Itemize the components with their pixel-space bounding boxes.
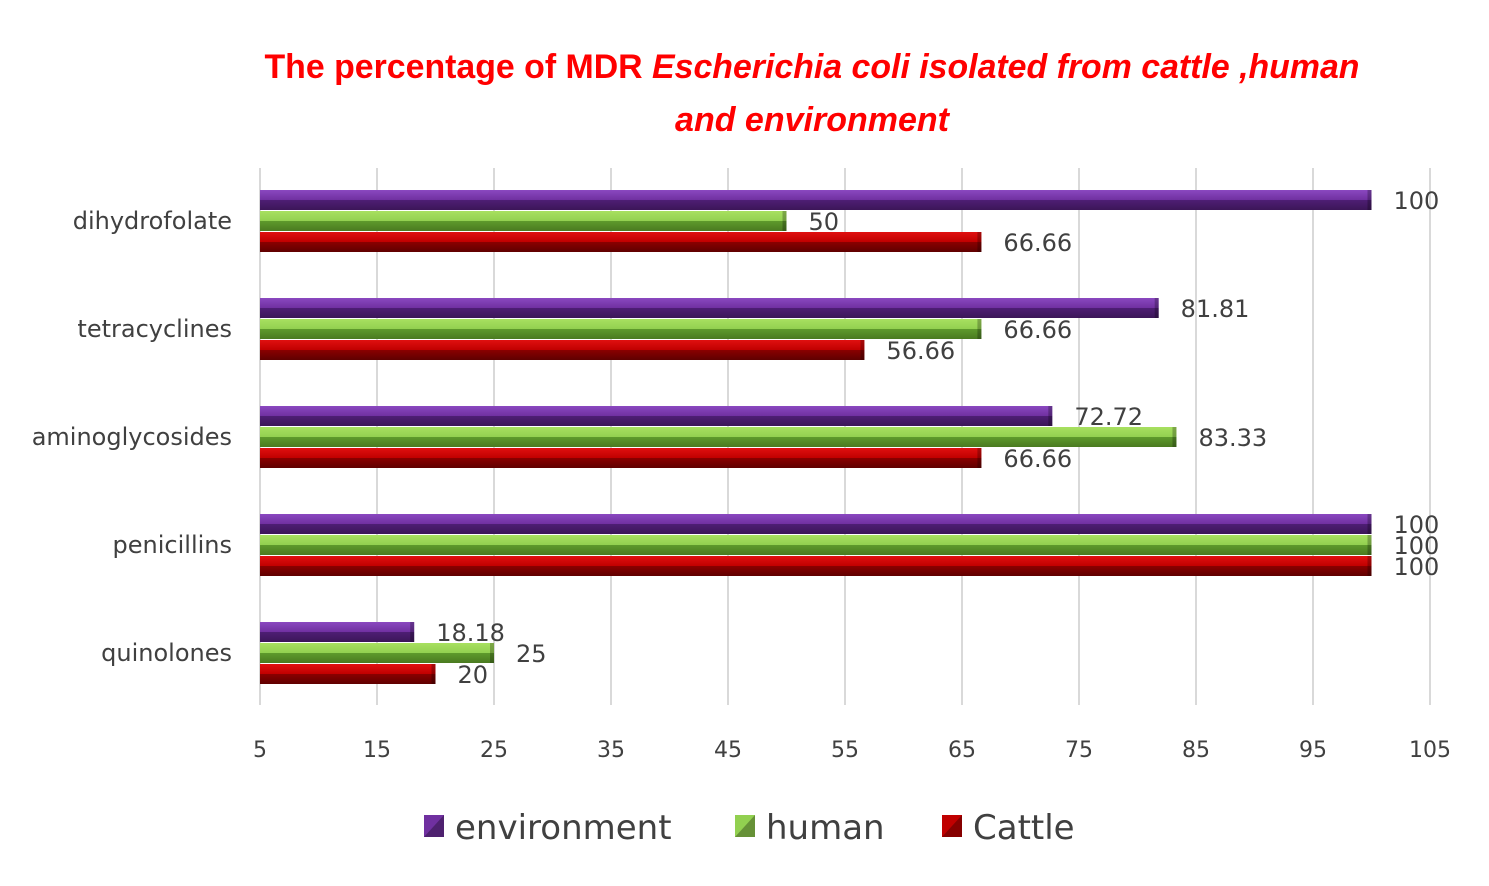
- legend-swatch-human: [735, 815, 755, 837]
- category-labels: quinolones penicillins aminoglycosides tetr…: [32, 207, 232, 667]
- legend-swatch-environment: [424, 815, 444, 837]
- x-tick-label: 105: [1409, 738, 1451, 763]
- data-label-human: 66.66: [1003, 316, 1072, 344]
- bar-edge: [1048, 406, 1053, 426]
- x-tick-label: 85: [1182, 738, 1210, 763]
- bar-cattle: [260, 232, 982, 252]
- bar-environment: [260, 622, 415, 642]
- bar-edge: [1367, 556, 1372, 576]
- legend-label-environment: environment: [455, 808, 672, 848]
- bar-environment: [260, 514, 1372, 534]
- data-label-environment: 18.18: [436, 619, 505, 647]
- bar-edge: [431, 664, 436, 684]
- data-labels: 20 100 66.66 56.66 66.66 25 100 83.33 66.66 50 18.…: [436, 187, 1439, 689]
- chart-title-plain: The percentage of MDR: [265, 48, 653, 86]
- data-label-cattle: 20: [458, 661, 489, 689]
- bar-human: [260, 319, 982, 339]
- category-label: aminoglycosides: [32, 423, 232, 451]
- x-tick-label: 25: [480, 738, 508, 763]
- data-label-cattle: 100: [1394, 553, 1440, 581]
- category-label: tetracyclines: [77, 315, 232, 343]
- bar-edge: [782, 211, 787, 231]
- legend-swatch-shade: [735, 815, 755, 837]
- category-label: quinolones: [101, 639, 232, 667]
- x-tick-label: 55: [831, 738, 859, 763]
- x-tick-label: 15: [363, 738, 391, 763]
- data-label-human: 83.33: [1198, 424, 1267, 452]
- data-label-human: 100: [1394, 532, 1440, 560]
- bar-environment: [260, 406, 1053, 426]
- bar-environment: [260, 298, 1159, 318]
- bar-human: [260, 643, 494, 663]
- data-label-human: 50: [809, 208, 840, 236]
- x-tick-label: 75: [1065, 738, 1093, 763]
- bar-edge: [860, 340, 865, 360]
- bar-cattle: [260, 340, 865, 360]
- legend-swatch-shade: [424, 815, 444, 837]
- bar-edge: [1367, 535, 1372, 555]
- legend-label-human: human: [766, 808, 885, 848]
- chart-title-italic: Escherichia coli isolated from cattle ,h…: [652, 48, 1359, 86]
- x-axis-ticks: 5 15 25 35 45 55 65 75 85 95 105: [253, 738, 1451, 763]
- data-label-environment: 100: [1394, 511, 1440, 539]
- bar-environment: [260, 190, 1372, 210]
- x-tick-label: 5: [253, 738, 267, 763]
- bar-cattle: [260, 556, 1372, 576]
- legend-swatch-shade: [942, 815, 962, 837]
- category-label: penicillins: [113, 531, 232, 559]
- bars: [260, 190, 1372, 684]
- x-tick-label: 35: [597, 738, 625, 763]
- bar-edge: [977, 319, 982, 339]
- bar-edge: [1367, 190, 1372, 210]
- legend-swatch-cattle: [942, 815, 962, 837]
- bar-edge: [977, 232, 982, 252]
- bar-cattle: [260, 448, 982, 468]
- bar-edge: [977, 448, 982, 468]
- data-label-environment: 100: [1394, 187, 1440, 215]
- bar-edge: [1154, 298, 1159, 318]
- bar-edge: [1367, 514, 1372, 534]
- bar-edge: [1172, 427, 1177, 447]
- bar-edge: [490, 643, 494, 663]
- x-tick-label: 45: [714, 738, 742, 763]
- bar-edge: [410, 622, 415, 642]
- data-label-environment: 72.72: [1074, 403, 1143, 431]
- chart-title-line-2: and environment: [675, 101, 951, 139]
- legend-label-cattle: Cattle: [973, 808, 1075, 848]
- data-label-human: 25: [516, 640, 547, 668]
- data-label-cattle: 56.66: [886, 337, 955, 365]
- category-label: dihydrofolate: [73, 207, 232, 235]
- bar-human: [260, 211, 787, 231]
- chart-title-line-1: The percentage of MDR Escherichia coli i…: [265, 48, 1360, 86]
- data-label-cattle: 66.66: [1003, 229, 1072, 257]
- x-tick-label: 65: [948, 738, 976, 763]
- bar-cattle: [260, 664, 436, 684]
- legend: environment human Cattle: [424, 808, 1075, 848]
- data-label-environment: 81.81: [1181, 295, 1250, 323]
- x-tick-label: 95: [1299, 738, 1327, 763]
- data-label-cattle: 66.66: [1003, 445, 1072, 473]
- bar-human: [260, 427, 1177, 447]
- bar-human: [260, 535, 1372, 555]
